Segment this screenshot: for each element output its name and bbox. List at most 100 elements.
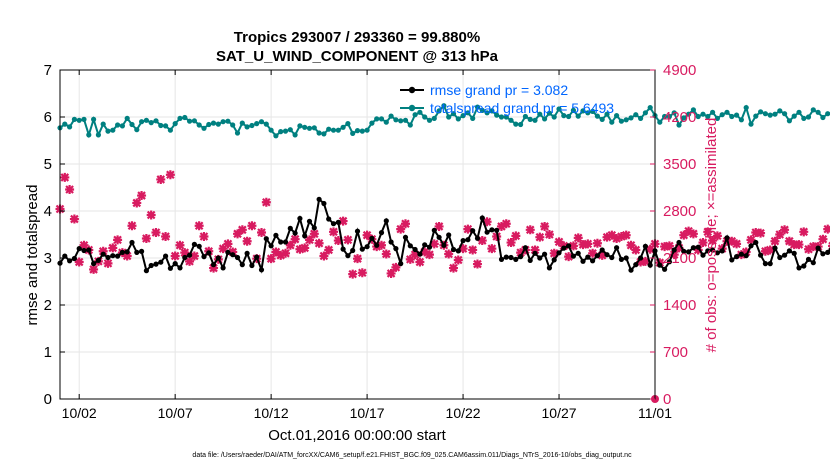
spread-point-14 <box>125 116 130 121</box>
obs-marker-10 <box>103 259 112 268</box>
rmse-point-143 <box>744 253 749 258</box>
spread-point-118 <box>624 117 629 122</box>
obs-marker-61 <box>348 270 357 279</box>
rmse-point-86 <box>470 228 475 233</box>
rmse-point-75 <box>417 252 422 257</box>
rmse-point-60 <box>345 253 350 258</box>
rmse-point-58 <box>336 220 341 225</box>
legend-spread-marker <box>409 105 415 111</box>
rmse-point-19 <box>149 263 154 268</box>
obs-marker-151 <box>780 225 789 234</box>
rmse-point-102 <box>547 265 552 270</box>
rmse-point-158 <box>816 246 821 251</box>
rmse-point-66 <box>374 243 379 248</box>
obs-marker-159 <box>818 235 827 244</box>
obs-marker-101 <box>540 222 549 231</box>
y-tick-label-left-5: 5 <box>44 156 52 173</box>
rmse-point-83 <box>456 248 461 253</box>
spread-point-25 <box>177 116 182 121</box>
spread-point-75 <box>417 110 422 115</box>
rmse-point-55 <box>321 201 326 206</box>
obs-marker-53 <box>310 229 319 238</box>
y-tick-label-left-1: 1 <box>44 344 52 361</box>
rmse-point-108 <box>576 251 581 256</box>
spread-point-22 <box>163 123 168 128</box>
rmse-point-54 <box>317 197 322 202</box>
spread-point-36 <box>230 122 235 127</box>
rmse-point-120 <box>633 262 638 267</box>
rmse-point-5 <box>81 248 86 253</box>
x-axis-label: Oct.01,2016 00:00:00 start <box>268 427 446 444</box>
spread-point-30 <box>201 126 206 131</box>
rmse-point-139 <box>724 235 729 240</box>
rmse-point-26 <box>182 255 187 260</box>
rmse-point-69 <box>389 239 394 244</box>
rmse-point-45 <box>273 233 278 238</box>
spread-point-13 <box>120 123 125 128</box>
spread-point-29 <box>197 122 202 127</box>
rmse-point-89 <box>485 230 490 235</box>
spread-point-158 <box>816 110 821 115</box>
spread-point-156 <box>806 114 811 119</box>
spread-point-101 <box>542 116 547 121</box>
rmse-point-35 <box>225 250 230 255</box>
spread-point-50 <box>297 123 302 128</box>
obs-marker-118 <box>622 231 631 240</box>
rmse-point-16 <box>134 250 139 255</box>
spread-point-21 <box>158 123 163 128</box>
obs-marker-12 <box>113 235 122 244</box>
spread-point-71 <box>398 118 403 123</box>
rmse-point-90 <box>489 227 494 232</box>
rmse-point-42 <box>259 267 264 272</box>
rmse-point-138 <box>720 248 725 253</box>
spread-point-138 <box>720 112 725 117</box>
spread-point-115 <box>609 120 614 125</box>
obs-marker-146 <box>756 229 765 238</box>
rmse-point-109 <box>580 259 585 264</box>
rmse-point-68 <box>384 218 389 223</box>
spread-point-34 <box>221 119 226 124</box>
obs-marker-94 <box>507 238 516 247</box>
obs-marker-15 <box>127 221 136 230</box>
spread-point-12 <box>115 122 120 127</box>
spread-point-142 <box>739 117 744 122</box>
obs-marker-7 <box>89 265 98 274</box>
obs-marker-75 <box>415 258 424 267</box>
rmse-point-156 <box>806 257 811 262</box>
rmse-point-11 <box>110 253 115 258</box>
rmse-point-146 <box>758 253 763 258</box>
rmse-point-148 <box>768 261 773 266</box>
y-axis-label-right: # of obs: o=possible; ×=assimilated <box>703 118 720 353</box>
obs-marker-1 <box>60 173 69 182</box>
obs-marker-108 <box>574 233 583 242</box>
rmse-point-95 <box>513 257 518 262</box>
obs-marker-47 <box>281 249 290 258</box>
spread-point-133 <box>696 114 701 119</box>
y-tick-label-left-2: 2 <box>44 297 52 314</box>
rmse-point-85 <box>465 237 470 242</box>
spread-point-31 <box>206 122 211 127</box>
spread-point-46 <box>278 129 283 134</box>
spread-point-39 <box>245 124 250 129</box>
spread-point-6 <box>86 132 91 137</box>
spread-point-153 <box>792 114 797 119</box>
rmse-point-20 <box>153 262 158 267</box>
y-axis-label-left: rmse and totalspread <box>24 185 41 326</box>
spread-point-140 <box>729 114 734 119</box>
rmse-point-105 <box>561 246 566 251</box>
spread-point-40 <box>249 123 254 128</box>
spread-point-120 <box>633 112 638 117</box>
rmse-point-63 <box>360 247 365 252</box>
obs-marker-141 <box>732 239 741 248</box>
rmse-point-119 <box>628 268 633 273</box>
obs-marker-154 <box>794 240 803 249</box>
rmse-point-84 <box>461 238 466 243</box>
rmse-point-159 <box>820 251 825 256</box>
x-tick-label-3: 10/17 <box>350 405 385 421</box>
rmse-point-115 <box>609 255 614 260</box>
rmse-point-114 <box>604 252 609 257</box>
obs-marker-120 <box>631 245 640 254</box>
rmse-point-3 <box>72 256 77 261</box>
rmse-point-29 <box>197 244 202 249</box>
rmse-point-37 <box>235 255 240 260</box>
